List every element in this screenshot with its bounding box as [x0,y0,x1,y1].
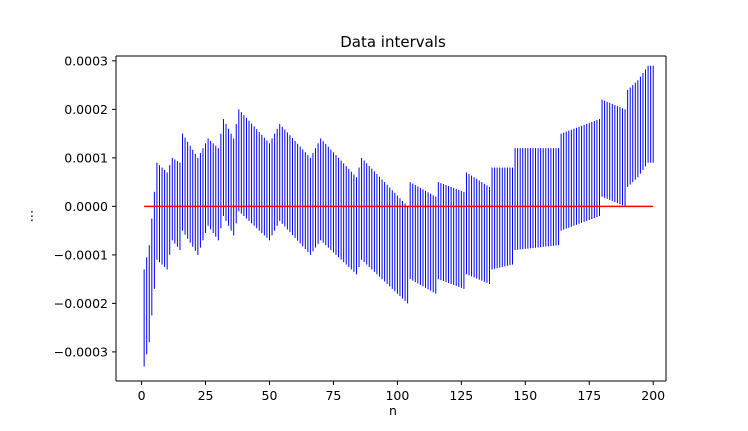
y-tick-label: −0.0003 [54,344,108,359]
axes [115,55,667,382]
y-tick-label: −0.0001 [54,247,108,262]
x-tick-label: 25 [198,388,214,403]
x-tick-label: 175 [577,388,601,403]
y-tick-label: 0.0001 [64,150,108,165]
x-tick-label: 100 [385,388,409,403]
y-tick-label: 0.0002 [64,102,108,117]
plot-area [116,56,666,381]
y-axis-label: ⋮ [26,208,39,223]
intervals-layer [143,65,654,367]
x-axis-ticks: 0 25 50 75 100 125 150 175 200 [138,381,665,403]
x-tick-label: 200 [641,388,665,403]
y-tick-label: 0.0003 [64,53,108,68]
x-tick-label: 150 [513,388,537,403]
y-tick-label: −0.0002 [54,296,108,311]
x-tick-label: 0 [138,388,146,403]
chart-title: Data intervals [340,33,446,51]
x-tick-label: 50 [262,388,278,403]
y-axis-ticks: −0.0003 −0.0002 −0.0001 0.0000 0.0001 0.0002 0… [54,53,116,359]
x-tick-label: 125 [449,388,473,403]
y-tick-label: 0.0000 [64,199,108,214]
x-axis-label: n [389,403,397,418]
x-tick-label: 75 [325,388,341,403]
